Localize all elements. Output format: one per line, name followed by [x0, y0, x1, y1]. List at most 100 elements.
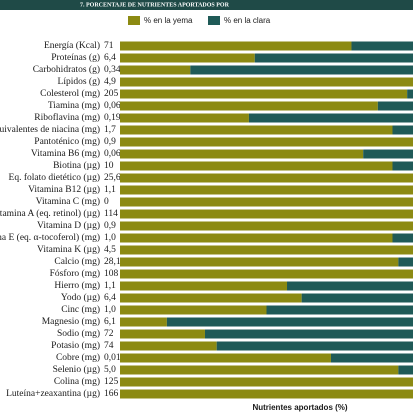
amount-label: 1,1: [104, 281, 116, 291]
y-tick-label: Equivalentes de niacina (mg): [0, 124, 100, 135]
bar-segment: [120, 317, 167, 327]
y-tick-label: Yodo (µg): [61, 292, 100, 303]
title-bar: [0, 0, 413, 10]
amount-label: 0,01: [104, 353, 121, 363]
bar-segment: [120, 293, 302, 303]
bar-segment: [377, 101, 413, 111]
bar-segment: [287, 281, 413, 291]
amount-label: 6,1: [104, 317, 116, 327]
bar-segment: [398, 257, 413, 267]
amount-label: 4,5: [104, 245, 116, 255]
bar-segment: [216, 341, 413, 351]
bar-segment: [120, 221, 413, 231]
y-tick-label: Vitamina K (µg): [37, 244, 100, 255]
y-tick-label: Proteínas (g): [51, 52, 100, 63]
bar-segment: [120, 341, 217, 351]
amount-label: 0,06: [104, 149, 121, 159]
legend-label: % en la yema: [144, 16, 193, 25]
y-tick-label: Cobre (mg): [56, 352, 100, 363]
bar-segment: [204, 329, 413, 339]
amount-label: 0,19: [104, 113, 121, 123]
bar-segment: [120, 125, 393, 135]
bar-segment: [398, 365, 413, 375]
bar-segment: [120, 377, 413, 387]
bar-segment: [330, 353, 413, 363]
y-tick-label: Hierro (mg): [54, 280, 100, 291]
amount-label: 71: [104, 41, 114, 51]
amount-label: 72: [104, 329, 114, 339]
amount-label: 1,7: [104, 125, 116, 135]
bar-segment: [120, 197, 413, 207]
bar-segment: [120, 89, 408, 99]
bar-segment: [120, 389, 413, 399]
bar-segment: [120, 209, 413, 219]
y-tick-label: Colesterol (mg): [40, 88, 100, 99]
y-tick-label: Energía (Kcal): [44, 40, 100, 51]
bar-segment: [407, 89, 413, 99]
y-tick-label: Tiamina (mg): [48, 100, 100, 111]
bar-segment: [120, 149, 364, 159]
bar-segment: [120, 245, 413, 255]
amount-label: 28,1: [104, 257, 121, 267]
amount-label: 10: [104, 161, 114, 171]
bar-segment: [363, 149, 413, 159]
amount-label: 0,34: [104, 65, 121, 75]
y-tick-label: Potasio (mg): [51, 340, 100, 351]
bar-segment: [120, 365, 399, 375]
amount-label: 4,9: [104, 77, 116, 87]
amount-label: 0,9: [104, 137, 116, 147]
bar-segment: [301, 293, 413, 303]
bar-segment: [120, 269, 413, 279]
bar-segment: [120, 41, 352, 51]
y-tick-label: Eq. folato dietético (µg): [9, 172, 100, 183]
bar-segment: [120, 53, 255, 63]
amount-label: 0: [104, 197, 109, 207]
bar-segment: [120, 281, 288, 291]
y-tick-label: Calcio (mg): [54, 256, 100, 267]
y-tick-label: Pantoténico (mg): [34, 136, 100, 147]
bar-segment: [392, 125, 413, 135]
y-tick-label: Luteína+zeaxantina (µg): [6, 388, 100, 399]
chart-title: 7. PORCENTAJE DE NUTRIENTES APORTADOS PO…: [80, 2, 230, 8]
y-tick-label: Vitamina D (µg): [37, 220, 100, 231]
bar-segment: [248, 113, 413, 123]
amount-label: 166: [104, 389, 119, 399]
bar-segment: [392, 233, 413, 243]
amount-label: 1,0: [104, 305, 116, 315]
bar-segment: [392, 161, 413, 171]
y-tick-label: Vitamina E (eq. α-tocoferol) (mg): [0, 232, 100, 243]
bar-segment: [120, 257, 399, 267]
bar-segment: [120, 173, 413, 183]
y-tick-label: Biotina (µg): [53, 160, 100, 171]
bar-segment: [120, 353, 331, 363]
bar-segment: [166, 317, 413, 327]
y-tick-label: Fósforo (mg): [50, 268, 100, 279]
bar-segment: [120, 185, 413, 195]
amount-label: 25,6: [104, 173, 121, 183]
bar-segment: [120, 65, 191, 75]
x-axis-label: Nutrientes aportados (%): [252, 403, 347, 412]
amount-label: 108: [104, 269, 119, 279]
y-tick-label: Colina (mg): [54, 376, 100, 387]
legend-label: % en la clara: [224, 16, 271, 25]
y-tick-label: Sodio (mg): [57, 328, 100, 339]
y-tick-label: Lípidos (g): [58, 76, 100, 87]
bar-segment: [120, 77, 413, 87]
amount-label: 1,0: [104, 233, 116, 243]
legend-swatch: [208, 16, 220, 25]
y-tick-label: Carbohidratos (g): [33, 64, 100, 75]
bar-segment: [266, 305, 413, 315]
y-tick-label: Vitamina B6 (mg): [31, 148, 100, 159]
bar-segment: [351, 41, 413, 51]
amount-label: 0,9: [104, 221, 116, 231]
y-tick-label: Vitamina B12 (µg): [28, 184, 100, 195]
bar-segment: [120, 113, 249, 123]
y-tick-label: Cinc (mg): [61, 304, 100, 315]
amount-label: 5,0: [104, 365, 116, 375]
bar-segment: [254, 53, 413, 63]
amount-label: 74: [104, 341, 114, 351]
y-tick-label: Vitamina A (eq. retinol) (µg): [0, 208, 100, 219]
y-tick-label: Selenio (µg): [53, 364, 100, 375]
amount-label: 0,06: [104, 101, 121, 111]
